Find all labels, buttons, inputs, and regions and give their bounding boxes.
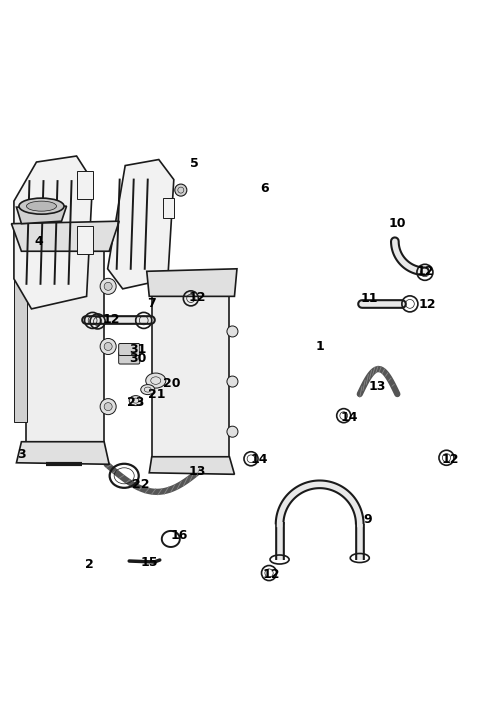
Text: 7: 7	[147, 297, 156, 311]
Circle shape	[104, 342, 112, 351]
Text: 13: 13	[368, 380, 386, 393]
Text: 21: 21	[148, 387, 165, 401]
Circle shape	[104, 283, 112, 290]
Circle shape	[104, 403, 112, 411]
FancyBboxPatch shape	[118, 344, 140, 356]
Text: 12: 12	[419, 298, 436, 311]
Text: 14: 14	[251, 453, 268, 466]
Text: 12: 12	[441, 453, 459, 466]
Ellipse shape	[146, 373, 166, 388]
Polygon shape	[14, 156, 93, 309]
Polygon shape	[26, 251, 104, 441]
Polygon shape	[77, 226, 93, 254]
Text: 30: 30	[129, 352, 146, 365]
Text: 12: 12	[416, 265, 433, 278]
Polygon shape	[17, 441, 109, 464]
Text: 31: 31	[129, 344, 146, 356]
Text: 16: 16	[171, 529, 188, 543]
Polygon shape	[152, 297, 229, 457]
Ellipse shape	[26, 201, 56, 211]
Circle shape	[175, 184, 187, 196]
Text: 22: 22	[132, 478, 150, 491]
Text: 12: 12	[188, 291, 206, 304]
Circle shape	[100, 278, 116, 295]
Text: 20: 20	[163, 377, 180, 389]
Text: 4: 4	[35, 235, 43, 247]
Polygon shape	[17, 206, 67, 224]
Circle shape	[227, 326, 238, 337]
Circle shape	[227, 376, 238, 387]
Text: 10: 10	[389, 217, 406, 230]
Ellipse shape	[141, 385, 155, 394]
Circle shape	[100, 338, 116, 354]
Text: 5: 5	[190, 157, 199, 170]
Circle shape	[227, 426, 238, 437]
Text: 12: 12	[262, 568, 280, 581]
Ellipse shape	[129, 396, 142, 406]
Text: 2: 2	[85, 558, 93, 571]
Polygon shape	[77, 171, 93, 199]
Polygon shape	[14, 271, 27, 422]
Polygon shape	[12, 221, 119, 251]
Text: 12: 12	[103, 314, 120, 326]
Text: 15: 15	[141, 555, 158, 569]
Polygon shape	[108, 160, 174, 289]
Text: 3: 3	[17, 448, 26, 460]
Text: 14: 14	[341, 411, 358, 424]
Polygon shape	[147, 269, 237, 297]
Polygon shape	[149, 457, 234, 475]
Ellipse shape	[19, 198, 64, 214]
Text: 9: 9	[363, 513, 371, 526]
Text: 13: 13	[188, 465, 206, 478]
Polygon shape	[163, 198, 174, 218]
FancyBboxPatch shape	[118, 352, 140, 364]
Text: 1: 1	[316, 340, 324, 353]
Text: 23: 23	[127, 396, 145, 409]
Text: 6: 6	[260, 182, 269, 195]
Circle shape	[100, 399, 116, 415]
Text: 11: 11	[361, 292, 379, 305]
